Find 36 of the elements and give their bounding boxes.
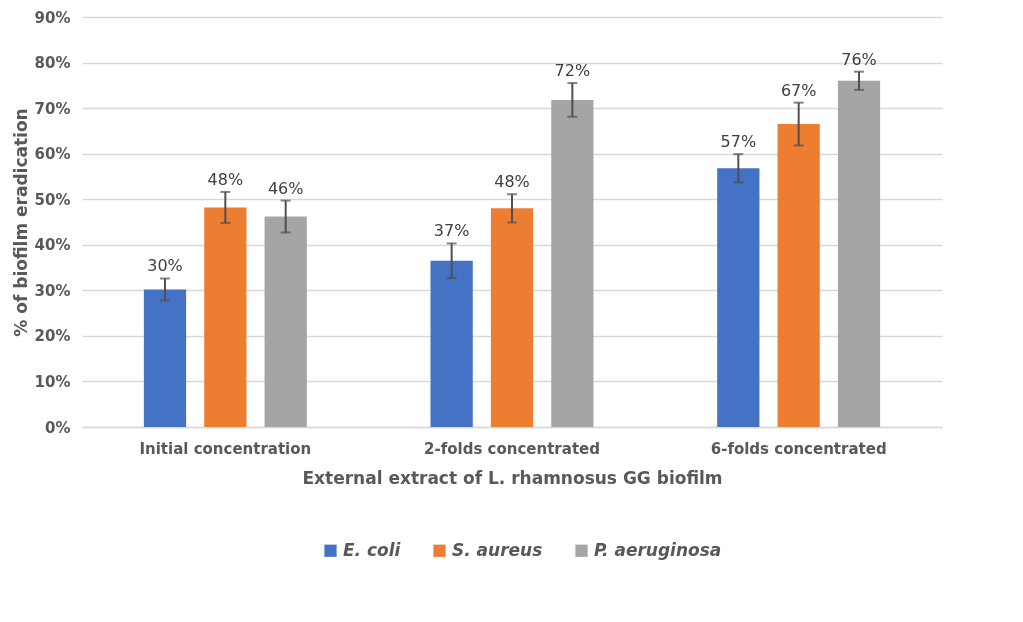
data-label: 37%: [433, 221, 470, 241]
y-tick-label: 0%: [45, 418, 71, 437]
y-tick-label: 20%: [34, 327, 71, 346]
data-label: 48%: [207, 169, 244, 189]
y-tick-label: 60%: [34, 145, 71, 164]
bar: [430, 260, 473, 427]
bar: [204, 207, 247, 427]
legend-label: P. aeruginosa: [594, 539, 722, 560]
y-tick-label: 80%: [34, 54, 71, 73]
x-tick-label: 2-folds concentrated: [424, 439, 600, 458]
data-label: 46%: [267, 178, 304, 198]
bar: [143, 289, 187, 427]
bar: [264, 216, 307, 427]
legend-label: E. coli: [343, 539, 402, 560]
y-tick-label: 70%: [34, 99, 71, 118]
data-label: 76%: [841, 49, 877, 69]
bar: [837, 80, 881, 427]
bar: [490, 208, 534, 427]
x-tick-label: Initial concentration: [139, 439, 312, 458]
data-label: 30%: [147, 256, 183, 276]
y-tick-label: 50%: [34, 190, 71, 209]
bar: [777, 124, 820, 427]
y-axis-title: % of biofilm eradication: [10, 108, 31, 337]
data-label: 48%: [494, 172, 530, 192]
bar: [717, 168, 760, 427]
y-tick-label: 30%: [34, 281, 71, 300]
y-tick-label: 10%: [34, 372, 71, 391]
data-label: 72%: [554, 61, 591, 81]
legend-label: S. aureus: [452, 539, 543, 560]
data-label: 57%: [720, 132, 757, 152]
data-label: 67%: [780, 80, 817, 100]
x-axis-title: External extract of L. rhamnosus GG biofilm: [302, 467, 723, 488]
y-tick-label: 90%: [34, 8, 71, 27]
x-tick-label: 6-folds concentrated: [710, 439, 887, 458]
y-tick-label: 40%: [34, 236, 71, 255]
bar: [551, 99, 594, 427]
